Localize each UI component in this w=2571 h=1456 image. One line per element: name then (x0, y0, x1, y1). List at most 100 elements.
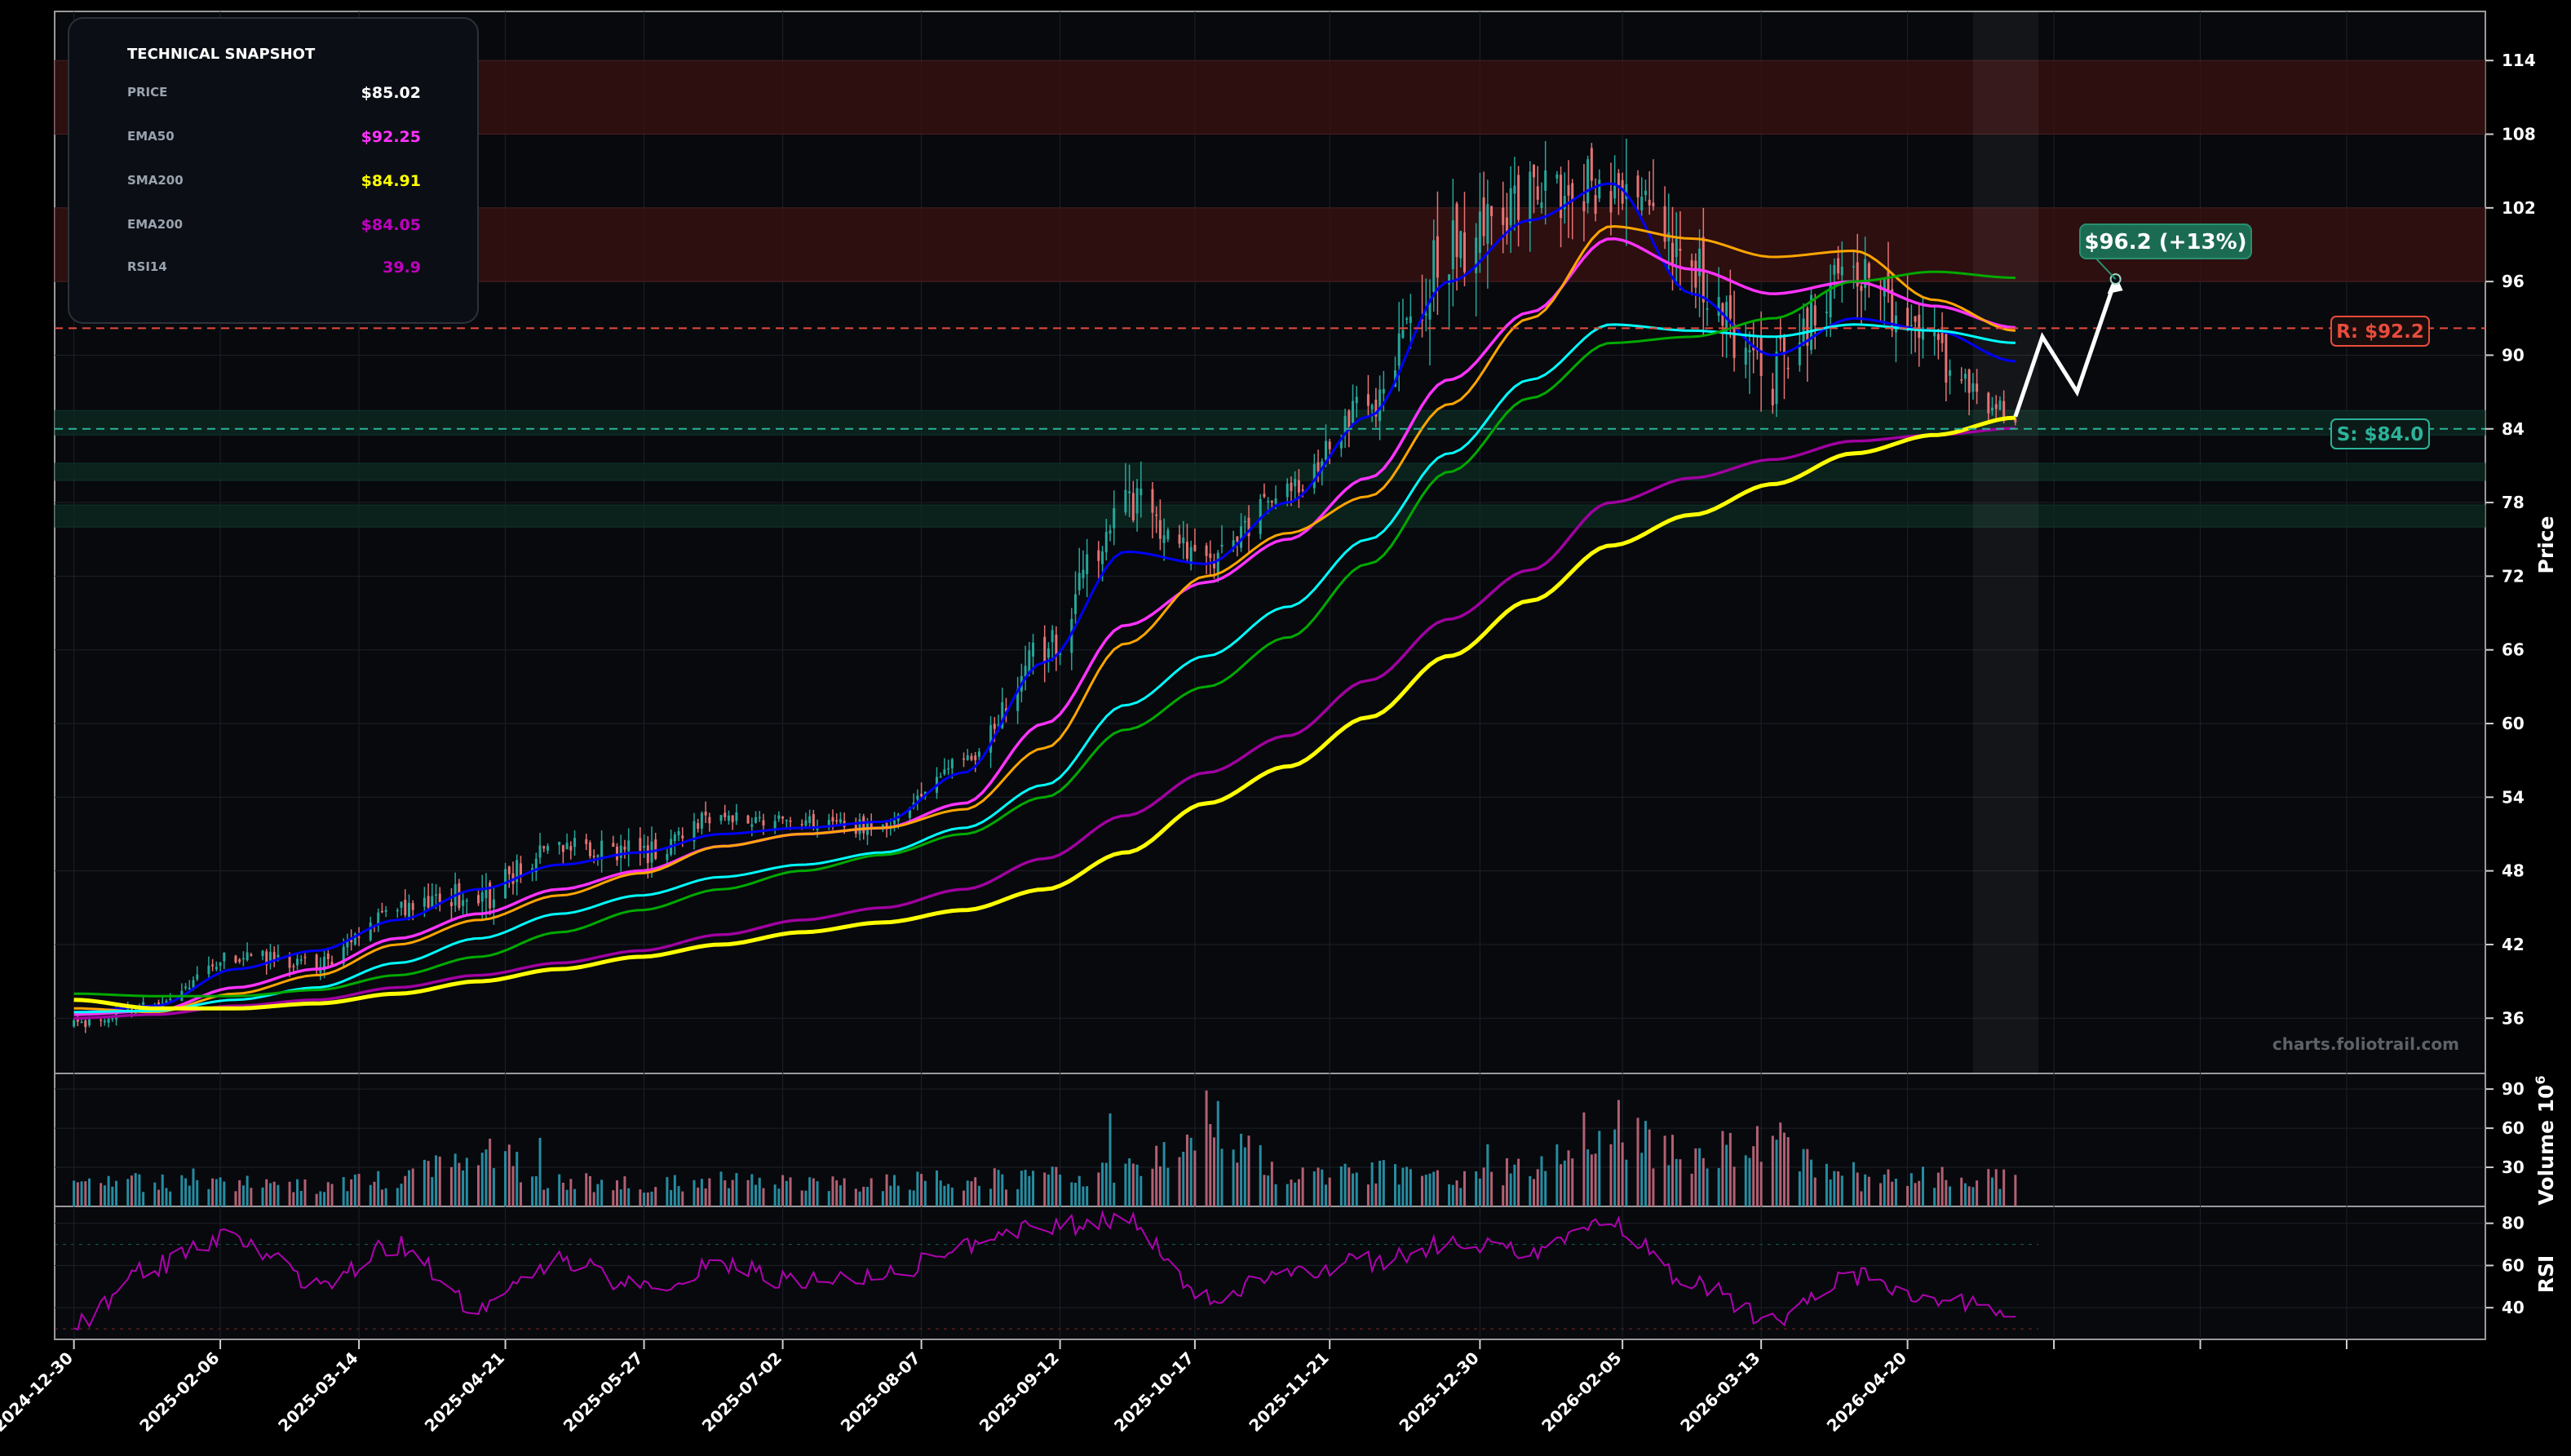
candle-body (1032, 642, 1035, 657)
volume-bar (1782, 1132, 1786, 1206)
candle-body (384, 909, 387, 912)
volume-bar (854, 1188, 857, 1206)
candle-body (519, 863, 522, 876)
volume-bar (974, 1177, 977, 1206)
candle-body (1994, 404, 1998, 409)
candle-body (1949, 370, 1952, 376)
volume-bar (1590, 1154, 1593, 1206)
candle-body (974, 755, 977, 761)
candle-body (1220, 545, 1224, 547)
candle-body (1294, 479, 1297, 487)
candle-body (1963, 374, 1967, 379)
candle-body (369, 922, 372, 940)
candle-body (616, 846, 619, 861)
candle-body (1263, 493, 1266, 497)
volume-bar (1517, 1158, 1520, 1206)
candle-body (458, 883, 461, 909)
candle-body (881, 824, 884, 827)
candle-body (1166, 529, 1170, 540)
volume-bar (1509, 1173, 1512, 1206)
volume-bar (157, 1189, 161, 1206)
volume-bar (970, 1181, 973, 1206)
candle-body (1016, 688, 1020, 711)
candle-body (449, 902, 453, 906)
candle-body (1328, 441, 1331, 449)
candle-body (1918, 314, 1921, 339)
volume-bar (889, 1185, 892, 1206)
candle-body (346, 940, 349, 948)
volume-bar (277, 1184, 280, 1206)
snapshot-value-price: $85.02 (361, 84, 421, 102)
candle-body (1921, 327, 1924, 340)
volume-bar (1343, 1163, 1347, 1206)
candle-body (1209, 553, 1212, 558)
volume-bar (465, 1157, 468, 1206)
candle-body (619, 845, 622, 858)
volume-bar (511, 1166, 515, 1206)
volume-bar (1097, 1172, 1100, 1206)
volume-bar (735, 1173, 738, 1206)
volume-bar (673, 1175, 676, 1206)
volume-bar (1070, 1182, 1073, 1206)
volume-bar (670, 1189, 673, 1206)
volume-bar (507, 1144, 511, 1206)
price-tick-label: 42 (2502, 935, 2525, 954)
candle-body (588, 843, 591, 856)
volume-bar (261, 1187, 264, 1206)
volume-bar (1078, 1175, 1081, 1206)
volume-bar (1775, 1140, 1778, 1206)
candle-body (1852, 266, 1855, 268)
moving-averages (73, 182, 2016, 1020)
volume-bar (816, 1181, 819, 1206)
candle-body (1798, 342, 1801, 365)
candle-body (1625, 184, 1628, 200)
volume-bar (84, 1181, 87, 1206)
volume-bar (180, 1175, 184, 1206)
volume-bar (407, 1170, 410, 1206)
target-label: $96.2 (+13%) (2079, 223, 2252, 259)
candle-body (1004, 708, 1007, 712)
candle-body (2002, 401, 2006, 418)
volume-bar (169, 1191, 172, 1206)
candle-body (1104, 532, 1108, 553)
candle-body (1990, 407, 1994, 411)
candle-body (380, 910, 383, 913)
volume-bar (1963, 1183, 1967, 1206)
volume-bar (1887, 1169, 1890, 1206)
volume-bar (639, 1189, 642, 1206)
candle-body (1124, 489, 1127, 513)
candle-body (1455, 203, 1458, 258)
volume-bar (346, 1191, 349, 1206)
candle-body (1401, 330, 1405, 339)
volume-bar (1586, 1149, 1590, 1206)
volume-bar (1409, 1169, 1412, 1206)
volume-bar (1802, 1148, 1805, 1206)
candle-body (107, 1018, 110, 1023)
recent-period-band (1972, 11, 2039, 1073)
volume-bar (1482, 1167, 1485, 1206)
volume-bar (196, 1179, 199, 1206)
volume-bar (1529, 1175, 1532, 1206)
candle-body (427, 896, 430, 908)
candle-body (1914, 316, 1917, 322)
volume-bar (977, 1185, 980, 1206)
candle-body (1301, 489, 1304, 491)
volume-bar (1124, 1163, 1127, 1206)
candle-body (142, 1002, 145, 1007)
candle-body (1028, 650, 1031, 672)
volume-bar (700, 1179, 703, 1206)
candle-body (1748, 350, 1751, 353)
volume-bar (192, 1168, 195, 1206)
volume-bar (1475, 1171, 1478, 1206)
ma-line-ema200 (73, 427, 2016, 1020)
candle-body (411, 903, 414, 910)
candle-body (1347, 410, 1351, 428)
volume-bar (1339, 1166, 1343, 1206)
candle-body (1752, 347, 1755, 351)
candle-body (1825, 312, 1828, 313)
volume-bar (547, 1188, 550, 1206)
candle-body (465, 900, 468, 902)
support-zone (54, 409, 2486, 436)
candle-body (943, 769, 946, 774)
candle-body (1382, 388, 1385, 394)
